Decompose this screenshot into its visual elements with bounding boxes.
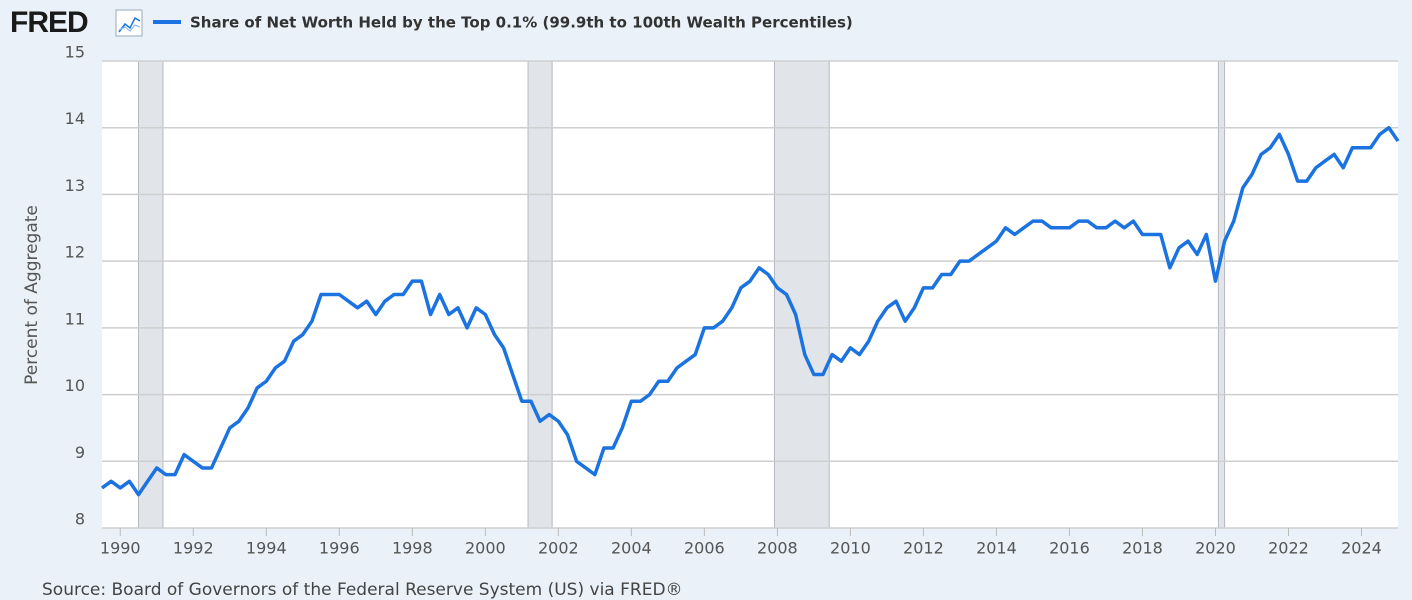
x-tick-label: 2002 [538,539,579,558]
logo-icon [115,9,143,37]
y-tick-label: 10 [65,376,85,395]
y-tick-label: 11 [65,309,85,328]
recession-band [773,60,830,529]
y-tick-label: 15 [65,43,85,62]
x-tick-label: 1994 [246,539,287,558]
x-tick-label: 1990 [100,539,141,558]
x-tick-label: 2018 [1122,539,1163,558]
logo[interactable]: FRED [10,6,89,39]
recession-band [1217,60,1226,529]
y-tick-label: 9 [75,443,85,462]
series-line [100,125,1400,497]
x-tick-label: 2012 [903,539,944,558]
x-tick-label: 2010 [830,539,871,558]
x-tick-label: 2000 [465,539,506,558]
y-axis-label: Percent of Aggregate [22,205,42,385]
y-tick-label: 12 [65,243,85,262]
x-tick-label: 2024 [1341,539,1382,558]
x-tick-label: 2016 [1049,539,1090,558]
legend-label: Share of Net Worth Held by the Top 0.1% … [190,14,853,32]
x-tick-label: 2008 [757,539,798,558]
x-tick-label: 2020 [1195,539,1236,558]
y-tick-label: 8 [75,510,85,529]
recession-band [138,60,164,529]
x-tick-label: 2014 [976,539,1017,558]
x-tick-label: 1998 [392,539,433,558]
plot-area [102,61,1398,528]
x-tick-label: 2022 [1268,539,1309,558]
y-tick-label: 14 [65,109,85,128]
x-tick-label: 2006 [684,539,725,558]
x-tick-label: 1992 [173,539,214,558]
recession-band [527,60,553,529]
x-tick-label: 1996 [319,539,360,558]
x-tick-label: 2004 [611,539,652,558]
y-tick-label: 13 [65,176,85,195]
source: Source: Board of Governors of the Federa… [42,580,683,600]
